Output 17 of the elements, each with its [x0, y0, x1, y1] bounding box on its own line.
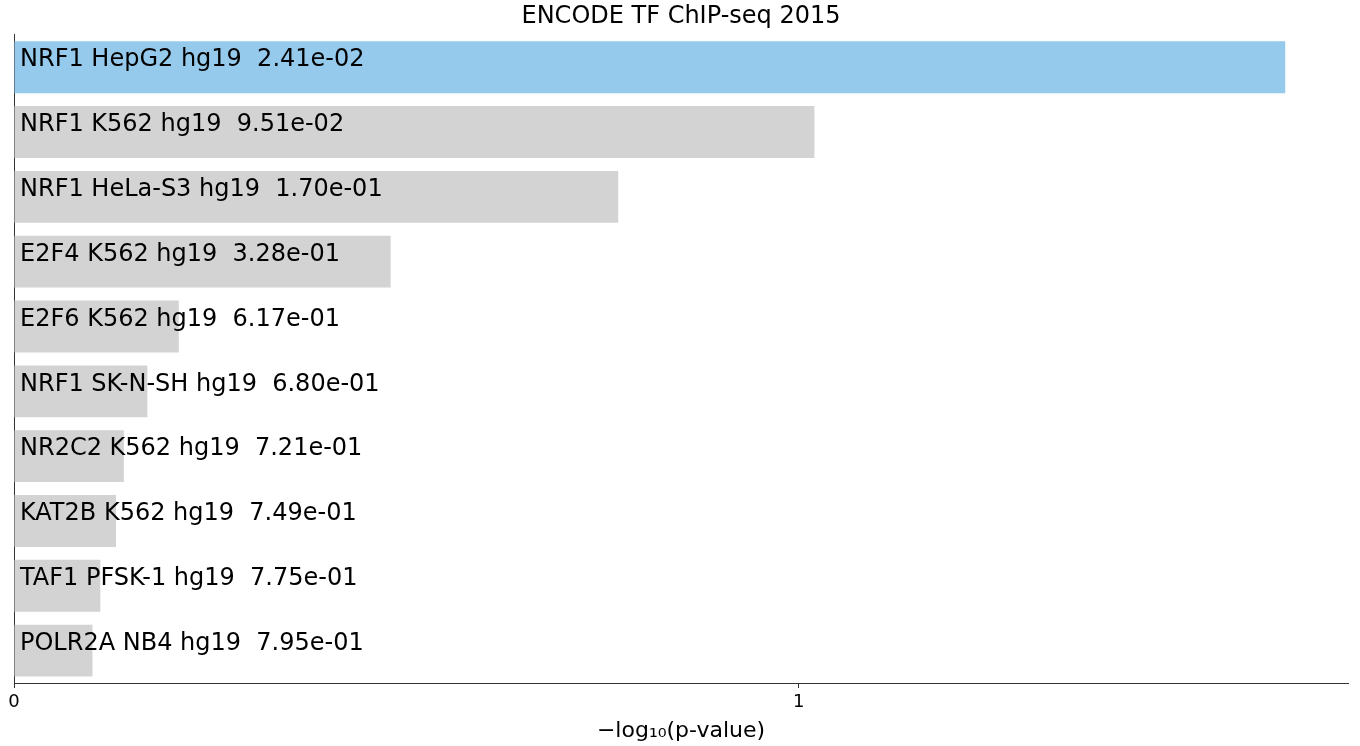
y-tick-label: NRF1 HepG2 hg19 2.41e-02 [20, 44, 365, 73]
y-tick-label: NR2C2 K562 hg19 7.21e-01 [20, 433, 363, 462]
bar [14, 170, 619, 223]
x-tick-label: 0 [8, 690, 20, 712]
y-tick-label: POLR2A NB4 hg19 7.95e-01 [20, 627, 364, 656]
y-tick-label: KAT2B K562 hg19 7.49e-01 [20, 498, 357, 527]
y-tick-label: TAF1 PFSK-1 hg19 7.75e-01 [19, 563, 358, 591]
y-tick-label: E2F6 K562 hg19 6.17e-01 [20, 303, 340, 332]
x-axis-title: −log₁₀(p-value) [596, 716, 766, 742]
bar [14, 106, 815, 158]
chart-title: ENCODE TF ChIP-seq 2015 [521, 0, 841, 29]
y-tick-label: NRF1 HeLa-S3 hg19 1.70e-01 [20, 174, 383, 203]
y-tick-label: E2F4 K562 hg19 3.28e-01 [20, 238, 340, 267]
y-tick-label: NRF1 K562 hg19 9.51e-02 [20, 109, 345, 138]
bar [14, 41, 1286, 94]
y-tick-label: NRF1 SK-N-SH hg19 6.80e-01 [20, 368, 380, 397]
x-tick-label: 1 [792, 690, 805, 712]
